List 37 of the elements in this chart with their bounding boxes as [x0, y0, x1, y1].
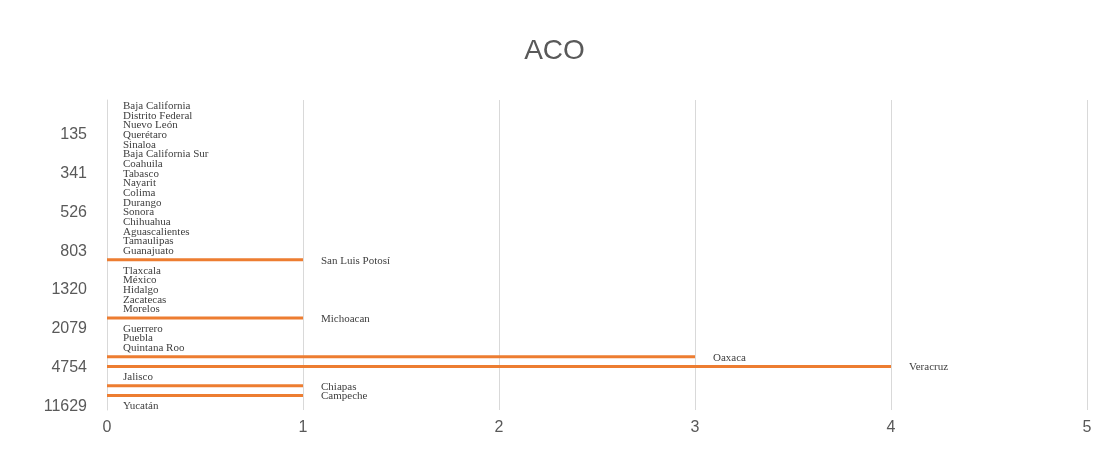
- data-label: Morelos: [123, 302, 160, 315]
- data-label: Yucatán: [123, 399, 159, 412]
- y-tick-label: 803: [60, 241, 88, 259]
- data-label: Tabasco: [123, 166, 160, 179]
- x-tick-label: 2: [494, 417, 504, 435]
- y-tick-label: 4754: [51, 357, 88, 375]
- bar: [107, 393, 303, 397]
- y-tick-label: 135: [60, 125, 88, 143]
- x-tick-label: 1: [298, 417, 308, 435]
- y-tick-label: 341: [60, 164, 88, 182]
- bar: [107, 384, 303, 388]
- x-tick-label: 3: [690, 417, 700, 435]
- data-label: Puebla: [123, 331, 154, 344]
- data-label: San Luis Potosí: [321, 253, 391, 266]
- data-label: Nayarit: [123, 176, 156, 189]
- data-label: Quintana Roo: [123, 341, 185, 354]
- y-tick-label: 526: [60, 202, 88, 220]
- data-label: Michoacan: [321, 311, 371, 324]
- bar: [107, 355, 695, 359]
- bar: [107, 316, 303, 320]
- data-label: Oaxaca: [713, 350, 747, 363]
- y-tick-label: 2079: [51, 319, 88, 337]
- x-tick-label: 5: [1082, 417, 1092, 435]
- y-tick-label: 11629: [43, 396, 88, 414]
- data-label: Jalisco: [123, 370, 154, 383]
- bar: [107, 364, 891, 368]
- data-label: México: [123, 273, 158, 286]
- x-tick-label: 4: [886, 417, 896, 435]
- data-label: Tlaxcala: [123, 263, 161, 276]
- bar: [107, 258, 303, 262]
- data-label: Chihuahua: [123, 215, 171, 228]
- chart-title: ACO: [524, 33, 585, 65]
- data-label: Guerrero: [123, 321, 164, 334]
- data-label: Veracruz: [909, 360, 949, 373]
- y-tick-label: 1320: [51, 280, 88, 298]
- x-tick-label: 0: [102, 417, 112, 435]
- data-label: Nuevo León: [123, 118, 179, 131]
